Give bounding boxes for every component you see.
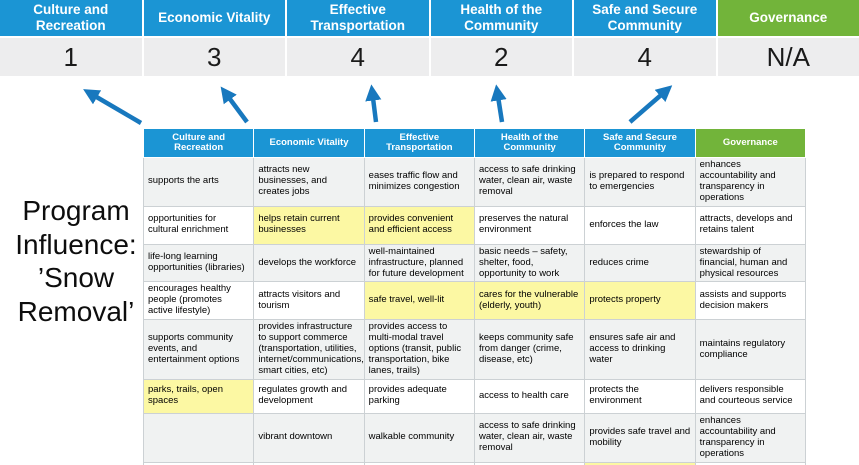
matrix-cell-r1-c0: opportunities for cultural enrichment [142,205,255,245]
matrix-cell-r0-c0: supports the arts [142,157,255,207]
matrix-cell-r1-c3: preserves the natural environment [473,205,586,245]
matrix-cell-r3-c5: assists and supports decision makers [694,281,807,321]
matrix-cell-r0-c5: enhances accountability and transparency… [694,157,807,207]
matrix-cell-r4-c2: provides access to multi-modal travel op… [363,319,475,380]
matrix-cell-r6-c5: enhances accountability and transparency… [694,412,807,463]
summary-score-culture-recreation: 1 [0,38,142,76]
matrix-cell-r7-c5 [694,461,807,465]
summary-header-governance: Governance [717,0,859,36]
matrix-cell-r2-c5: stewardship of financial, human and phys… [694,243,807,283]
matrix-cell-r6-c1: vibrant downtown [253,412,365,463]
matrix-row-1: opportunities for cultural enrichment hel… [142,205,807,245]
matrix-header-5: Governance [694,128,807,158]
matrix-cell-r6-c2: walkable community [363,412,475,463]
matrix-row-0: supports the arts attracts new businesses… [142,157,807,207]
matrix-cell-r0-c2: eases traffic flow and minimizes congest… [363,157,475,207]
matrix-header-1: Economic Vitality [253,128,365,158]
summary-header-economic-vitality: Economic Vitality [143,0,285,36]
summary-score-health-community: 2 [430,38,572,76]
matrix-cell-r1-c4: enforces the law [584,205,696,245]
matrix-header-2: Effective Transportation [363,128,475,158]
matrix-cell-r4-c3: keeps community safe from danger (crime,… [473,319,586,380]
matrix-row-4: supports community events, and entertain… [142,319,807,380]
matrix-row-3: encourages healthy people (promotes acti… [142,281,807,321]
influence-matrix: Culture and Recreation Economic Vitality E… [142,128,807,465]
matrix-cell-r4-c5: maintains regulatory compliance [694,319,807,380]
matrix-cell-r4-c0: supports community events, and entertain… [142,319,255,380]
matrix-cell-r4-c1: provides infrastructure to support comme… [253,319,365,380]
program-influence-title: Program Influence: ’Snow Removal’ [15,195,137,327]
matrix-cell-r3-c0: encourages healthy people (promotes acti… [142,281,255,321]
matrix-cell-r1-c2: provides convenient and efficient access [363,205,475,245]
matrix-cell-r5-c4: protects the environment [584,378,696,414]
summary-score-economic-vitality: 3 [143,38,285,76]
matrix-cell-r4-c4: ensures safe air and access to drinking … [584,319,696,380]
matrix-cell-r3-c1: attracts visitors and tourism [253,281,365,321]
matrix-cell-r1-c5: attracts, develops and retains talent [694,205,807,245]
matrix-cell-r3-c3: cares for the vulnerable (elderly, youth… [473,281,586,321]
influence-arrow-4 [628,85,673,124]
matrix-cell-r2-c0: life-long learning opportunities (librar… [142,243,255,283]
matrix-header-3: Health of the Community [473,128,586,158]
matrix-head: Culture and Recreation Economic Vitality E… [142,128,807,158]
matrix-cell-r2-c3: basic needs – safety, shelter, food, opp… [473,243,586,283]
matrix-cell-r6-c3: access to safe drinking water, clean air… [473,412,586,463]
matrix-cell-r0-c3: access to safe drinking water, clean air… [473,157,586,207]
influence-arrow-1 [220,86,249,124]
matrix-cell-r2-c1: develops the workforce [253,243,365,283]
matrix-header-4: Safe and Secure Community [584,128,696,158]
matrix-cell-r0-c4: is prepared to respond to emergencies [584,157,696,207]
matrix-cell-r3-c2: safe travel, well-lit [363,281,475,321]
summary-header-effective-transportation: Effective Transportation [287,0,429,36]
matrix-cell-r5-c2: provides adequate parking [363,378,475,414]
summary-header-culture-recreation: Culture and Recreation [0,0,142,36]
influence-arrow-3 [490,84,507,123]
matrix-cell-r1-c1: helps retain current businesses [253,205,365,245]
matrix-cell-r5-c5: delivers responsible and courteous servi… [694,378,807,414]
summary-score-effective-transportation: 4 [287,38,429,76]
summary-header-health-community: Health of the Community [430,0,572,36]
matrix-cell-r5-c3: access to health care [473,378,586,414]
matrix-row-2: life-long learning opportunities (librar… [142,243,807,283]
matrix-header-0: Culture and Recreation [142,128,255,158]
matrix-body: supports the arts attracts new businesses… [142,157,807,465]
summary-header-safe-secure-community: Safe and Secure Community [574,0,716,36]
matrix-cell-r5-c1: regulates growth and development [253,378,365,414]
matrix-cell-r6-c4: provides safe travel and mobility [584,412,696,463]
arrow-group [83,84,673,125]
matrix-cell-r5-c0: parks, trails, open spaces [142,378,255,414]
matrix-cell-r6-c0 [142,412,255,463]
matrix-cell-r7-c3 [473,461,586,465]
matrix-cell-r3-c4: protects property [584,281,696,321]
matrix-cell-r2-c4: reduces crime [584,243,696,283]
matrix-row-6: vibrant downtown walkable community access… [142,412,807,463]
matrix-cell-r0-c1: attracts new businesses, and creates job… [253,157,365,207]
matrix-row-7: looks after it's most vulnerable [142,461,807,465]
matrix-row-5: parks, trails, open spaces regulates grow… [142,378,807,414]
influence-arrow-0 [83,89,143,125]
matrix-cell-r2-c2: well-maintained infrastructure, planned … [363,243,475,283]
summary-table: Culture and Recreation Economic Vitality… [0,0,859,76]
summary-score-governance: N/A [717,38,859,76]
influence-arrows [83,84,673,125]
summary-score-safe-secure-community: 4 [574,38,716,76]
influence-arrow-2 [365,84,382,123]
